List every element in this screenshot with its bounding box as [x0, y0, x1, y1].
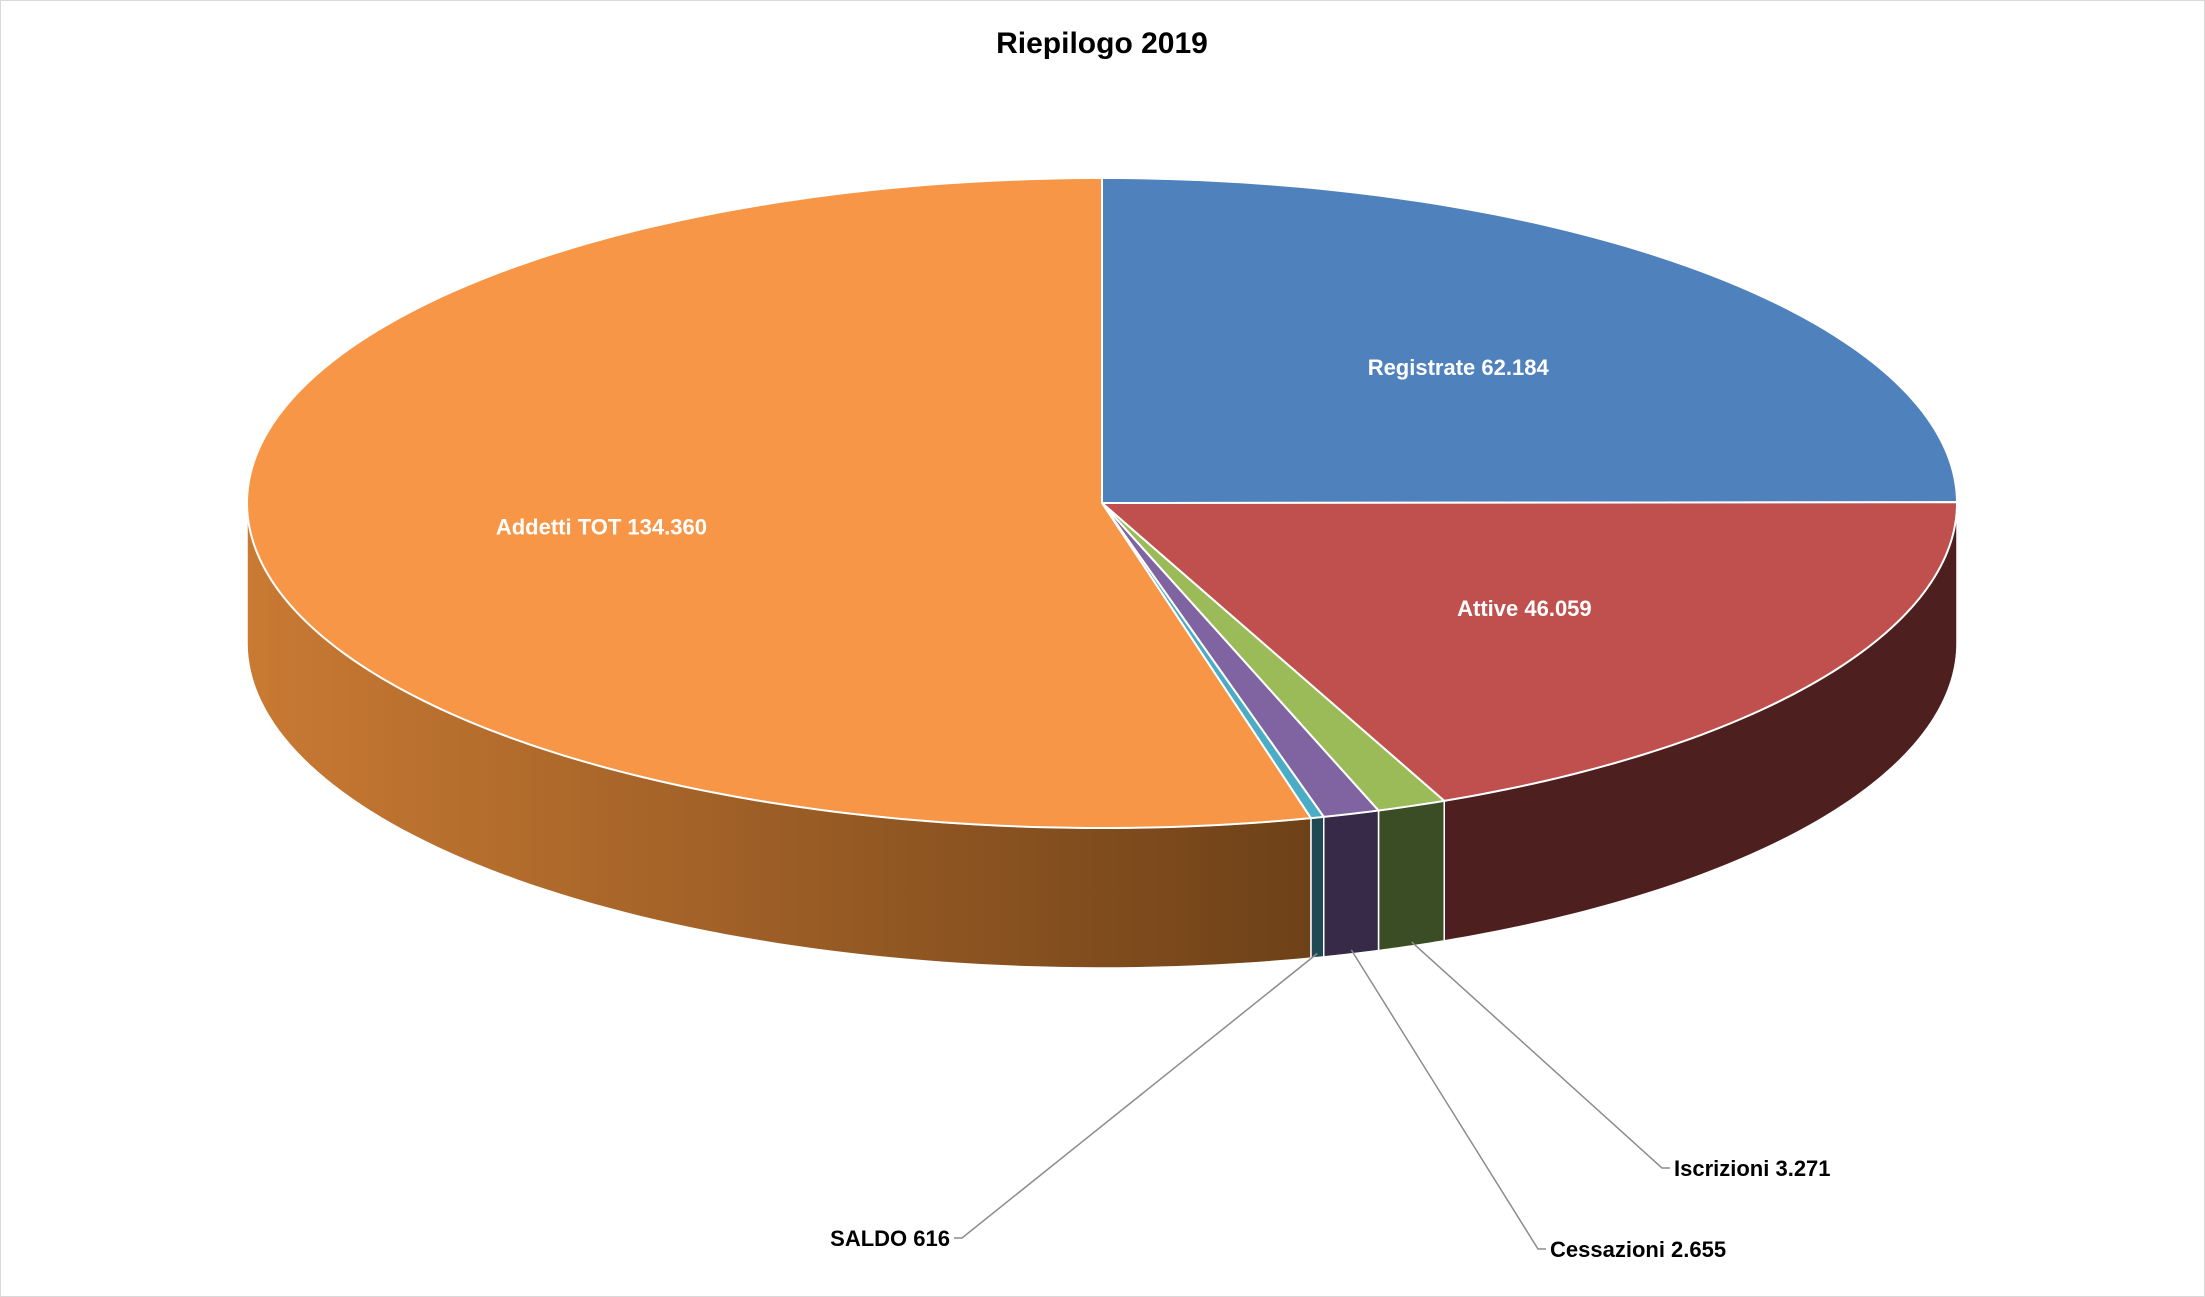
- slice-registrate: [1101, 176, 1959, 505]
- data-label-addetti-tot: Addetti TOT 134.360: [496, 515, 707, 540]
- data-label-attive: Attive 46.059: [1457, 596, 1592, 621]
- data-label-iscrizioni: Iscrizioni 3.271: [1674, 1156, 1831, 1181]
- leader-lines: [954, 941, 1670, 1250]
- leader-line-cessazioni: [1350, 949, 1546, 1250]
- pie-tops: [246, 176, 1959, 830]
- data-label-cessazioni: Cessazioni 2.655: [1550, 1237, 1726, 1262]
- data-labels: Registrate 62.184 Attive 46.059 Addetti TO…: [496, 355, 1831, 1262]
- side-iscrizioni: [1377, 799, 1445, 952]
- side-cessazioni: [1323, 809, 1380, 958]
- data-label-registrate: Registrate 62.184: [1368, 355, 1550, 380]
- slice-iscrizioni: [1101, 502, 1447, 812]
- side-saldo: [1310, 816, 1325, 959]
- data-label-saldo: SALDO 616: [830, 1226, 950, 1251]
- slice-cessazioni: [1101, 502, 1381, 818]
- slice-attive: [1099, 501, 1959, 802]
- chart-title: Riepilogo 2019: [996, 27, 1208, 60]
- slice-addetti-tot: [246, 176, 1313, 830]
- leader-line-saldo: [954, 952, 1318, 1239]
- leader-line-iscrizioni: [1411, 941, 1670, 1169]
